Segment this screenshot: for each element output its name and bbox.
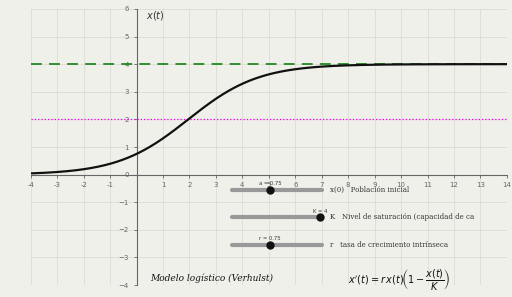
Text: Modelo logístico (Verhulst): Modelo logístico (Verhulst) [150, 274, 273, 283]
Text: K   Nivel de saturación (capacidad de ca: K Nivel de saturación (capacidad de ca [330, 214, 474, 222]
Text: a = 0.75: a = 0.75 [259, 181, 282, 186]
Text: K = 4: K = 4 [313, 209, 328, 214]
Text: $x(t)$: $x(t)$ [146, 9, 164, 22]
Text: $x'(t) = r\,x(t)\!\left(1-\dfrac{x(t)}{K}\right)$: $x'(t) = r\,x(t)\!\left(1-\dfrac{x(t)}{K… [348, 268, 451, 293]
Text: r   tasa de crecimiento intrínseca: r tasa de crecimiento intrínseca [330, 241, 448, 249]
Text: r = 0.75: r = 0.75 [259, 236, 281, 241]
Text: x(0)   Población inicial: x(0) Población inicial [330, 186, 409, 194]
